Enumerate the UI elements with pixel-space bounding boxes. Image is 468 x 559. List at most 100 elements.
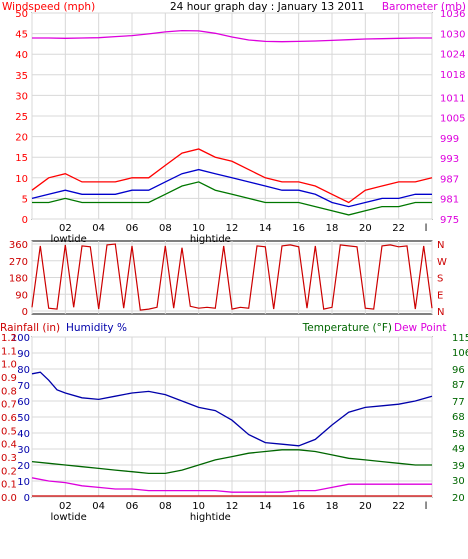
top-x-tick-label: 20: [359, 223, 372, 234]
barometer-y-tick-label: 987: [440, 174, 459, 185]
humidity-y-tick-label: 70: [17, 381, 30, 392]
windspeed-y-tick-label: 35: [15, 71, 28, 82]
rainfall-y-tick-label: 0.6: [1, 413, 17, 424]
top-x-tick-label: 16: [292, 223, 305, 234]
bottom-tide-label: lowtide: [51, 512, 87, 523]
windspeed-y-tick-label: 20: [15, 133, 28, 144]
barometer-axis-title: Barometer (mb): [382, 1, 466, 13]
top-x-tick-label: 22: [392, 223, 405, 234]
direction-y-tick-label: 90: [15, 290, 28, 301]
series-dew-point: [31, 477, 432, 493]
bottom-tide-label: hightide: [190, 512, 231, 523]
compass-tick-label: E: [437, 290, 443, 301]
humidity-y-tick-label: 60: [17, 397, 30, 408]
top-x-tick-label: 14: [259, 223, 272, 234]
bottom-x-tick-label: 04: [92, 501, 105, 512]
compass-tick-label: N: [437, 307, 444, 318]
rainfall-y-tick-label: 0.3: [1, 453, 17, 464]
top-x-tick-label: 02: [59, 223, 72, 234]
graph-title: 24 hour graph day : January 13 2011: [170, 1, 364, 13]
top-x-tick-label: 08: [159, 223, 172, 234]
top-x-tick-label: 04: [92, 223, 105, 234]
barometer-y-tick-label: 1005: [440, 114, 465, 125]
temperature-y-tick-label: 58: [452, 429, 465, 440]
rainfall-y-tick-label: 0.8: [1, 386, 17, 397]
humidity-y-tick-label: 100: [11, 333, 30, 344]
top-x-tick-label: 10: [192, 223, 205, 234]
windspeed-y-tick-label: 45: [15, 30, 28, 41]
barometer-y-tick-label: 1036: [440, 9, 465, 20]
rainfall-y-tick-label: 1.0: [1, 360, 17, 371]
rainfall-y-tick-label: 0.1: [1, 480, 17, 491]
barometer-y-tick-label: 1011: [440, 93, 465, 104]
compass-tick-label: W: [437, 257, 447, 268]
top-x-tick-label: 18: [326, 223, 339, 234]
temperature-y-tick-label: 106: [452, 348, 468, 359]
compass-tick-label: S: [437, 274, 443, 285]
temperature-y-tick-label: 77: [452, 397, 465, 408]
temperature-y-tick-label: 87: [452, 380, 465, 391]
series-wind-gust: [32, 181, 432, 216]
windspeed-y-tick-label: 10: [15, 174, 28, 185]
top-x-tick-label: 06: [126, 223, 139, 234]
temperature-axis-title: Temperature (°F): [302, 322, 392, 334]
humidity-y-tick-label: 80: [17, 365, 30, 376]
windspeed-y-tick-label: 40: [15, 50, 28, 61]
temperature-y-tick-label: 115: [452, 333, 468, 344]
series-windspeed-mph-: [31, 148, 433, 204]
barometer-y-tick-label: 975: [440, 215, 459, 226]
humidity-y-tick-label: 90: [17, 349, 30, 360]
humidity-y-tick-label: 20: [17, 461, 30, 472]
rainfall-y-tick-label: 0.0: [1, 493, 17, 504]
barometer-y-tick-label: 1018: [440, 70, 465, 81]
bottom-x-tick-label: 16: [292, 501, 305, 512]
bottom-x-tick-label: 22: [392, 501, 405, 512]
barometer-y-tick-label: 993: [440, 154, 459, 165]
bottom-x-tick-label: l: [425, 501, 428, 512]
direction-y-tick-label: 0: [22, 307, 28, 318]
rainfall-y-tick-label: 1.2: [1, 333, 17, 344]
bottom-x-tick-label: 08: [159, 501, 172, 512]
bottom-x-tick-label: 02: [59, 501, 72, 512]
humidity-y-tick-label: 0: [24, 493, 30, 504]
rainfall-y-tick-label: 1.1: [1, 346, 17, 357]
rainfall-y-tick-label: 0.2: [1, 466, 17, 477]
bottom-x-tick-label: 18: [326, 501, 339, 512]
rainfall-y-tick-label: 0.4: [1, 440, 17, 451]
top-tide-label: lowtide: [51, 234, 87, 245]
series-humidity-: [31, 371, 433, 447]
temperature-y-tick-label: 30: [452, 476, 465, 487]
rainfall-y-tick-label: 0.5: [1, 426, 17, 437]
series-average-wind: [31, 168, 432, 208]
compass-tick-label: N: [437, 240, 444, 251]
barometer-y-tick-label: 1030: [440, 29, 465, 40]
barometer-y-tick-label: 1024: [440, 50, 465, 61]
top-x-tick-label: 12: [226, 223, 239, 234]
barometer-y-tick-label: 981: [440, 195, 459, 206]
humidity-y-tick-label: 10: [17, 477, 30, 488]
temperature-y-tick-label: 20: [452, 493, 465, 504]
series-barometer-mb-: [32, 29, 432, 43]
rainfall-y-tick-label: 0.7: [1, 400, 17, 411]
bottom-x-tick-label: 06: [126, 501, 139, 512]
windspeed-y-tick-label: 5: [22, 194, 28, 205]
bottom-x-tick-label: 14: [259, 501, 272, 512]
bottom-x-tick-label: 20: [359, 501, 372, 512]
series-temperature-f-: [31, 449, 432, 475]
temperature-y-tick-label: 39: [452, 461, 465, 472]
top-tide-label: hightide: [190, 234, 231, 245]
direction-y-tick-label: 360: [9, 240, 28, 251]
dewpoint-axis-title: Dew Point: [394, 322, 447, 334]
rainfall-y-tick-label: 0.9: [1, 373, 17, 384]
windspeed-axis-title: Windspeed (mph): [2, 1, 95, 13]
windspeed-y-tick-label: 30: [15, 91, 28, 102]
temperature-y-tick-label: 68: [452, 412, 465, 423]
humidity-y-tick-label: 30: [17, 445, 30, 456]
windspeed-y-tick-label: 15: [15, 153, 28, 164]
windspeed-y-tick-label: 0: [22, 215, 28, 226]
series-wind-direction: [31, 243, 433, 311]
humidity-axis-title: Humidity %: [66, 322, 127, 334]
bottom-x-tick-label: 12: [226, 501, 239, 512]
